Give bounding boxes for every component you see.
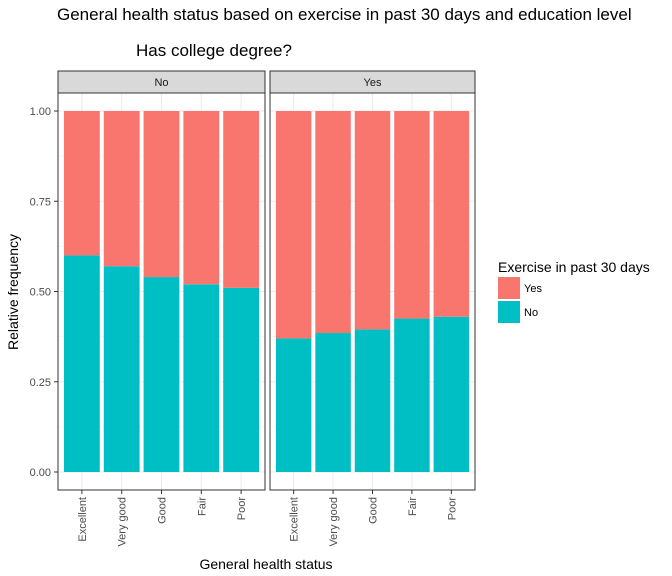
bar-no-fair — [394, 318, 430, 472]
bar-yes-excellent — [63, 111, 100, 256]
y-axis-title: Relative frequency — [5, 234, 21, 350]
x-tick-label: Good — [368, 497, 380, 524]
bar-no-excellent — [63, 255, 100, 472]
legend-label-no: No — [524, 307, 538, 319]
x-tick-label: Very good — [117, 497, 129, 547]
bar-no-very-good — [315, 333, 351, 472]
x-tick-label: Poor — [446, 497, 458, 521]
bar-no-fair — [183, 284, 220, 472]
bar-yes-fair — [183, 111, 220, 285]
panel-border — [269, 92, 476, 491]
x-axis-title: General health status — [199, 556, 332, 572]
facet-panel: No Excellent Very good Good Fair Poor — [57, 70, 266, 547]
legend-title: Exercise in past 30 days — [498, 259, 650, 275]
bar-no-very-good — [103, 266, 140, 472]
x-tick-label: Excellent — [289, 497, 301, 542]
legend-key-no — [498, 301, 520, 323]
bar-no-good — [354, 329, 391, 472]
facet-strip-label: No — [154, 77, 168, 89]
y-tick-label: 0.25 — [30, 377, 51, 389]
chart-subtitle: Has college degree? — [136, 41, 292, 60]
x-tick-label: Good — [157, 497, 169, 524]
bar-yes-very-good — [315, 111, 351, 334]
bar-yes-poor — [433, 111, 470, 317]
legend-key-yes — [498, 277, 520, 299]
bar-yes-fair — [394, 111, 430, 319]
bar-no-poor — [223, 287, 260, 472]
bar-no-poor — [433, 316, 470, 472]
bar-yes-good — [354, 111, 391, 330]
y-tick-label: 0.00 — [30, 467, 51, 479]
facet-strip-label: Yes — [364, 77, 382, 89]
y-tick-label: 0.75 — [30, 196, 51, 208]
bar-yes-poor — [223, 111, 260, 288]
bar-yes-excellent — [275, 111, 312, 339]
chart-title: General health status based on exercise … — [57, 5, 632, 24]
y-axis: 0.00 0.25 0.50 0.75 1.00 — [30, 106, 58, 479]
x-tick-label: Fair — [407, 497, 419, 516]
x-tick-label: Very good — [328, 497, 340, 547]
facets: No Excellent Very good Good Fair Poor Yes Excel… — [57, 70, 476, 547]
legend-label-yes: Yes — [524, 283, 542, 295]
bar-yes-very-good — [103, 111, 140, 267]
bar-no-good — [143, 277, 180, 472]
x-tick-label: Fair — [196, 497, 208, 516]
bar-yes-good — [143, 111, 180, 278]
x-tick-label: Excellent — [77, 497, 89, 542]
legend: Exercise in past 30 days Yes No — [498, 259, 650, 323]
facet-panel: Yes Excellent Very good Good Fair Poor — [269, 70, 476, 547]
bar-no-excellent — [275, 338, 312, 472]
y-tick-label: 1.00 — [30, 106, 51, 118]
x-tick-label: Poor — [236, 497, 248, 521]
y-tick-label: 0.50 — [30, 287, 51, 299]
